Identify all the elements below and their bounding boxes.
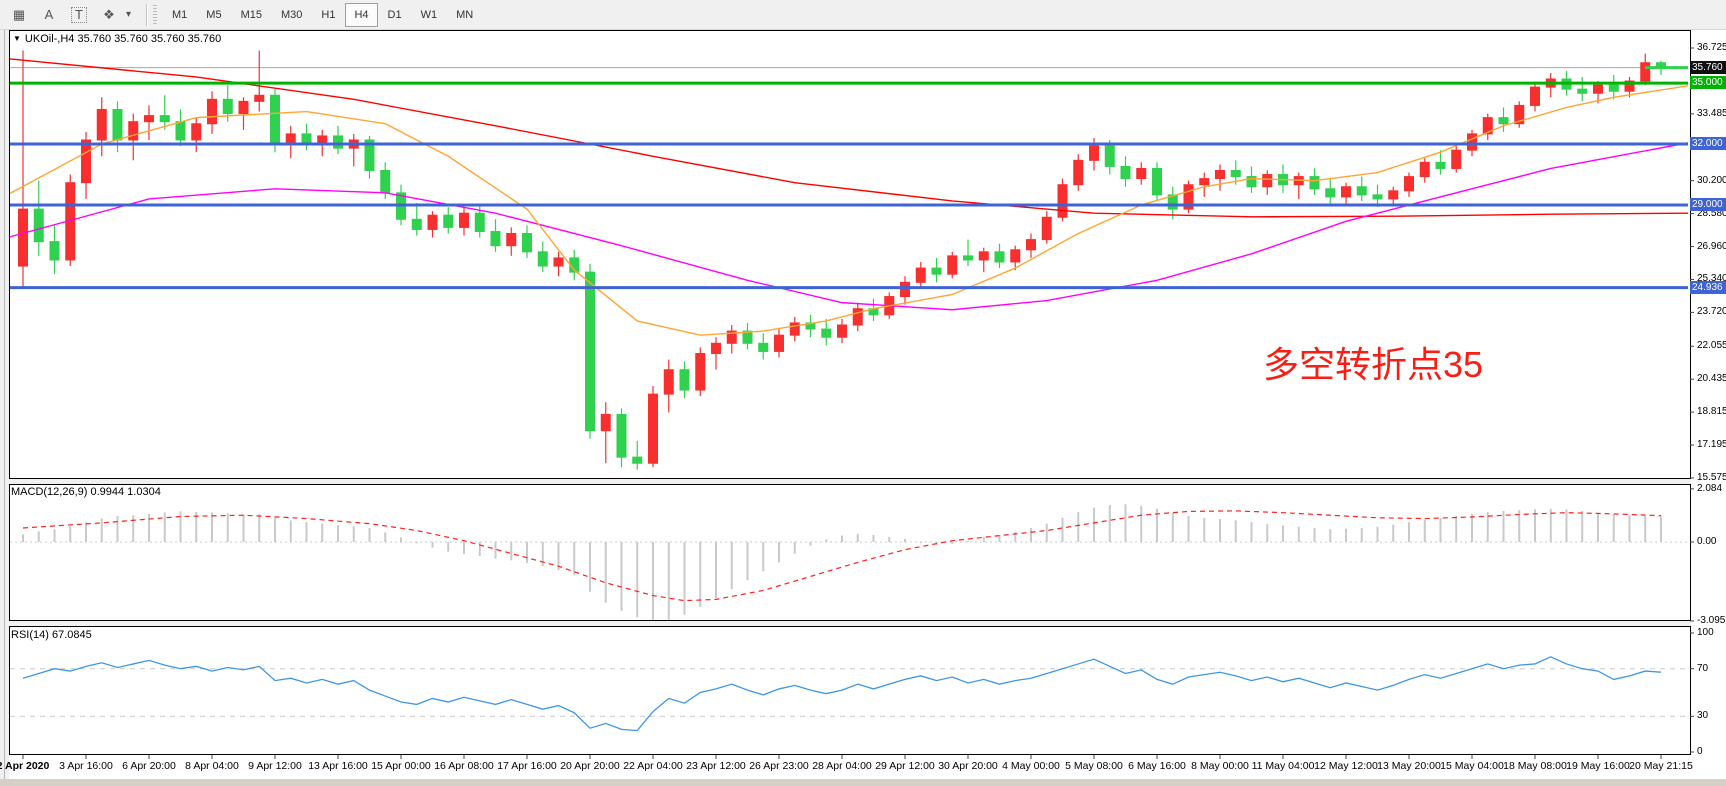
timeframe-button-m15[interactable]: M15 [240,8,262,21]
time-axis-label: 16 Apr 08:00 [434,760,494,772]
time-axis-label: 6 Apr 20:00 [122,760,176,772]
price-tick-label: 18.815 [1697,406,1726,418]
time-axis-label: 13 Apr 16:00 [308,760,368,772]
symbol-label[interactable]: ▼ UKOil-,H4 35.760 35.760 35.760 35.760 [13,33,221,45]
main-series [10,50,1688,470]
price-tick-label: 30.200 [1697,174,1726,186]
chart-text-annotation: 多空转折点35 [1263,344,1484,385]
timeframe-button-w1[interactable]: W1 [420,8,438,21]
time-axis-label: 9 Apr 12:00 [248,760,302,772]
price-tick-label: 22.055 [1697,340,1726,352]
timeframe-button-m5[interactable]: M5 [206,8,222,21]
macd-series [10,504,1688,620]
timeframe-button-mn[interactable]: MN [456,8,474,21]
timeframe-button-h4[interactable]: H4 [345,2,378,27]
time-axis-label: 2 Apr 2020 [0,760,50,772]
toolbar-drag-grip[interactable] [153,4,157,25]
arrow-shapes-icon[interactable]: ❖ [103,6,115,22]
time-axis-label: 5 May 08:00 [1065,760,1123,772]
price-axis-badge: 24.936 [1690,280,1726,294]
price-tick-label: 28.580 [1697,207,1726,219]
rsi-panel [9,626,1691,755]
rsi-indicator-label: RSI(14) 67.0845 [11,629,92,641]
rsi-tick-label: 100 [1697,627,1714,638]
price-axis-badge: 29.000 [1690,198,1726,212]
dropdown-triangle-icon: ▼ [13,34,21,43]
price-tick-label: 17.195 [1697,439,1726,451]
time-axis-label: 20 May 21:15 [1629,760,1693,772]
timeframe-button-m30[interactable]: M30 [280,8,303,21]
time-axis-label: 15 May 04:00 [1440,760,1504,772]
panel-splitter[interactable] [9,620,1690,626]
time-axis-label: 8 May 00:00 [1191,760,1249,772]
time-axis-label: 23 Apr 12:00 [686,760,746,772]
price-axis-badge: 35.760 [1690,60,1726,74]
time-axis-label: 13 May 20:00 [1377,760,1441,772]
ma-fast-orange [10,85,1688,336]
rsi-series [10,656,1688,732]
price-axis-badge: 32.000 [1690,137,1726,151]
time-axis-label: 26 Apr 23:00 [749,760,809,772]
price-axis-badge: 35.000 [1690,76,1726,90]
macd-tick-label: 2.084 [1697,482,1723,494]
timeframe-button-h1[interactable]: H1 [321,8,336,21]
panel-splitter[interactable] [9,478,1690,484]
timeframe-button-d1[interactable]: D1 [387,8,402,21]
time-axis-label: 15 Apr 00:00 [371,760,431,772]
price-tick-label: 20.435 [1697,373,1726,385]
grid-f-icon[interactable]: ▦ [12,6,26,22]
dropdown-caret-icon[interactable]: ▾ [126,9,132,20]
price-tick-label: 25.340 [1697,273,1726,285]
toolbar: ▦ A T ❖ ▾ M1 M5 M15 M30 H1 H4 D1 W1 MN [0,0,1726,30]
rsi-tick-label: 30 [1697,710,1709,722]
macd-panel [9,484,1691,621]
time-axis-label: 8 Apr 04:00 [185,760,239,772]
rsi-tick-label: 0 [1697,746,1703,757]
time-axis-label: 11 May 04:00 [1251,760,1315,772]
time-axis-label: 28 Apr 04:00 [812,760,872,772]
price-tick-label: 15.575 [1697,471,1726,483]
time-axis-label: 17 Apr 16:00 [497,760,557,772]
main-chart-panel [9,30,1691,479]
price-tick-label: 23.720 [1697,306,1726,318]
price-tick-label: 33.485 [1697,107,1726,119]
time-axis-label: 6 May 16:00 [1128,760,1186,772]
price-tick-label: 26.960 [1697,240,1726,252]
window-left-edge [4,30,5,779]
text-box-icon[interactable]: T [66,4,92,26]
timeframe-button-m1[interactable]: M1 [172,8,188,21]
time-axis-label: 19 May 16:00 [1566,760,1630,772]
price-tick-label: 36.725 [1697,42,1726,53]
rsi-line [22,656,1662,732]
time-axis-label: 18 May 08:00 [1503,760,1567,772]
macd-signal-line [22,510,1662,602]
ma-slow-red [10,58,1688,218]
time-axis-label: 4 May 00:00 [1002,760,1060,772]
toolbar-separator [146,3,147,26]
macd-indicator-label: MACD(12,26,9) 0.9944 1.0304 [11,486,161,498]
macd-tick-label: -3.0957 [1697,614,1726,626]
time-axis-label: 3 Apr 16:00 [59,760,113,772]
symbol-label-text: UKOil-,H4 35.760 35.760 35.760 35.760 [24,33,222,45]
time-axis-label: 12 May 12:00 [1314,760,1378,772]
window-resize-strip [0,779,1726,786]
text-label-icon[interactable]: A [44,7,54,22]
time-axis-label: 20 Apr 20:00 [560,760,620,772]
time-axis-label: 30 Apr 20:00 [938,760,998,772]
time-axis-label: 29 Apr 12:00 [875,760,935,772]
macd-tick-label: 0.00 [1697,536,1717,547]
time-axis-label: 22 Apr 04:00 [623,760,683,772]
ma-medium-magenta [10,142,1688,311]
rsi-tick-label: 70 [1697,662,1709,674]
